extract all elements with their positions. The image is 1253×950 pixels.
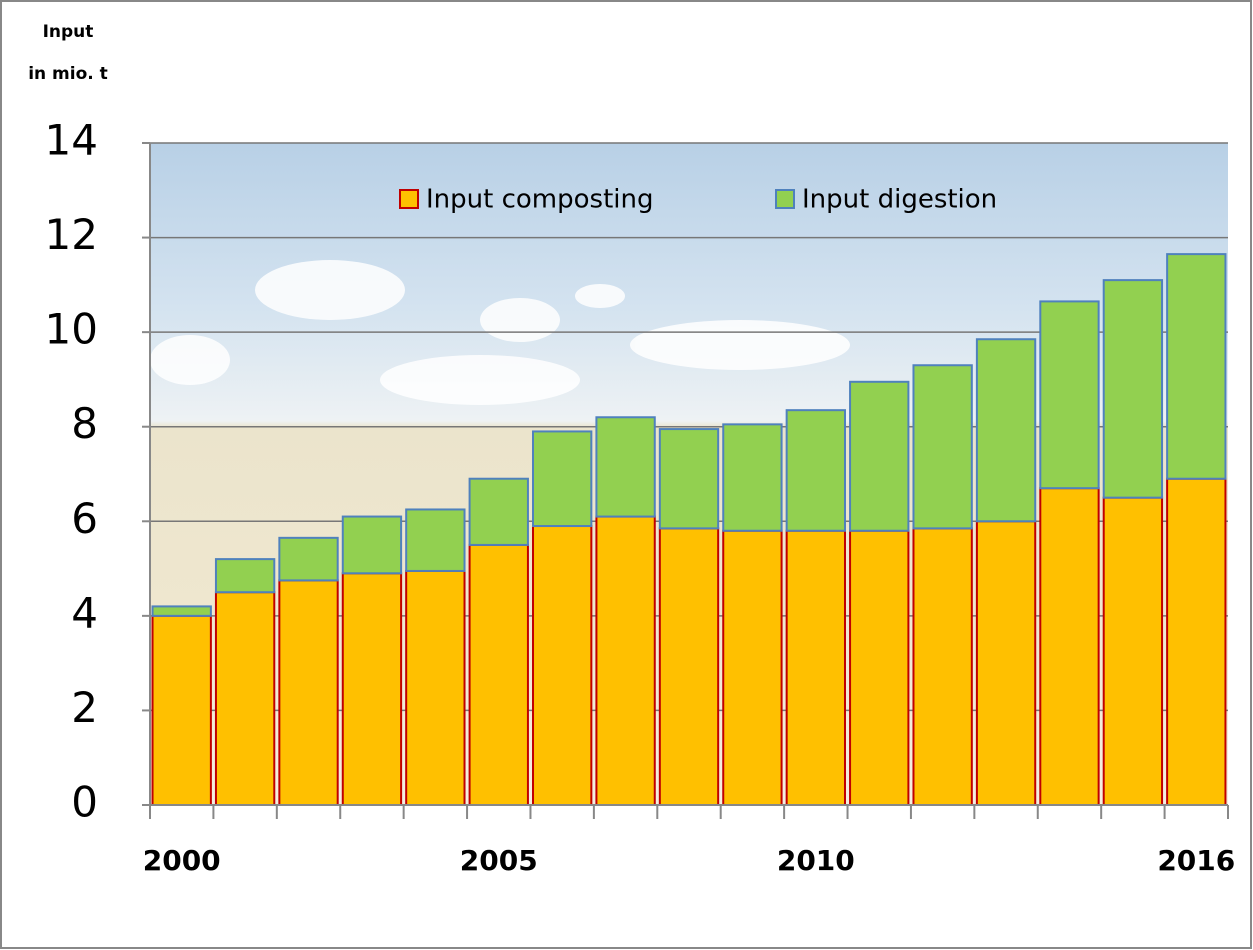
bar-segment	[977, 521, 1035, 805]
y-tick-label: 0	[71, 778, 98, 827]
bar-segment	[1104, 280, 1162, 498]
bar-segment	[406, 509, 464, 570]
bar-segment	[913, 528, 971, 805]
page: Input in mio. t 0 2 4 6 8 10 12 14 2000 2005 2010 2…	[0, 0, 1253, 950]
bar-segment	[216, 559, 274, 592]
x-tick-label: 2010	[777, 844, 855, 877]
bar-segment	[660, 528, 718, 805]
bar-segment	[787, 531, 845, 805]
bar-segment	[279, 538, 337, 581]
y-axis-title: Input	[43, 22, 94, 42]
bar-segment	[850, 382, 908, 531]
bar-segment	[406, 571, 464, 805]
bar-segment	[216, 592, 274, 805]
y-tick-label: 2	[71, 683, 98, 732]
bar-segment	[470, 545, 528, 805]
bar-segment	[343, 517, 401, 574]
bar-segment	[533, 526, 591, 805]
bar-segment	[343, 573, 401, 805]
bar-segment	[723, 424, 781, 530]
bar-segment	[153, 606, 211, 615]
bar-segment	[1167, 254, 1225, 479]
bar-segment	[153, 616, 211, 805]
legend-swatch	[776, 190, 794, 208]
y-tick-label: 14	[45, 116, 98, 165]
bar-segment	[596, 517, 654, 805]
bar-segment	[1167, 479, 1225, 805]
bar-segment	[660, 429, 718, 528]
bar-segment	[723, 531, 781, 805]
bar-segment	[1104, 498, 1162, 805]
x-tick-label: 2000	[143, 844, 221, 877]
bar-segment	[1040, 488, 1098, 805]
y-tick-label: 10	[45, 305, 98, 354]
y-axis-title: in mio. t	[28, 64, 108, 84]
bar-segment	[596, 417, 654, 516]
bar-segment	[977, 339, 1035, 521]
y-tick-label: 6	[71, 494, 98, 543]
x-tick-label: 2005	[460, 844, 538, 877]
bar-segment	[787, 410, 845, 531]
bar-segment	[279, 580, 337, 805]
bar-segment	[533, 431, 591, 526]
legend-label: Input composting	[426, 185, 653, 215]
bar-segment	[1040, 301, 1098, 488]
chart: Input in mio. t 0 2 4 6 8 10 12 14 2000 2005 2010 2…	[0, 0, 1253, 950]
bar-segment	[913, 365, 971, 528]
legend-label: Input digestion	[802, 185, 997, 215]
y-tick-label: 8	[71, 399, 98, 448]
y-tick-label: 4	[71, 588, 98, 637]
x-tick-label: 2016	[1157, 844, 1235, 877]
y-tick-label: 12	[45, 210, 98, 259]
bar-segment	[470, 479, 528, 545]
bar-segment	[850, 531, 908, 805]
legend-swatch	[400, 190, 418, 208]
